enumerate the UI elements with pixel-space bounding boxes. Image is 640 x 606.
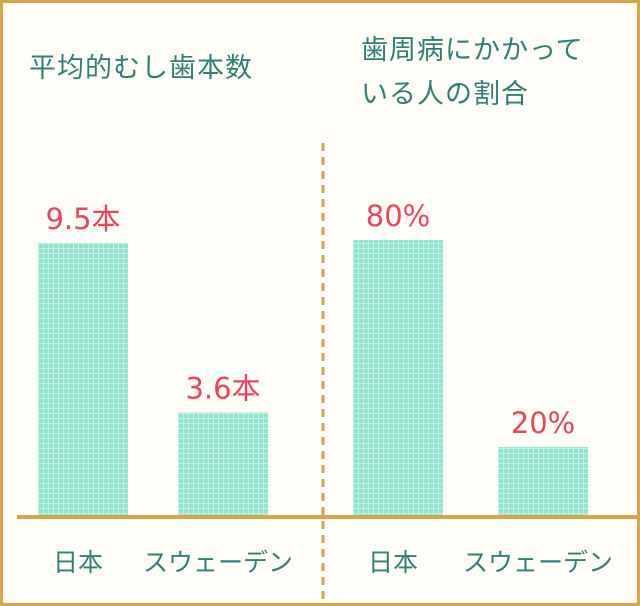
chart2-data-label-2: 20% — [511, 406, 575, 440]
chart2-data-label-1: 80% — [366, 199, 430, 233]
chart1-category-label-2: スウェーデン — [143, 548, 293, 577]
chart2-category-label-1: 日本 — [368, 548, 418, 577]
chart2-title-line1: 歯周病にかかって — [361, 35, 584, 66]
chart2-bar-2 — [498, 447, 588, 516]
chart2-title-line2: いる人の割合 — [361, 79, 529, 110]
chart2-category-label-2: スウェーデン — [463, 548, 613, 577]
chart1-title: 平均的むし歯本数 — [29, 53, 253, 84]
chart1-data-label-1: 9.5本 — [45, 202, 120, 236]
chart1-bar-1 — [38, 242, 128, 516]
chart1-data-label-2: 3.6本 — [185, 372, 260, 406]
chart1-bar-2 — [178, 412, 268, 516]
chart1-category-label-1: 日本 — [53, 548, 103, 577]
chart2-bar-1 — [353, 240, 443, 516]
